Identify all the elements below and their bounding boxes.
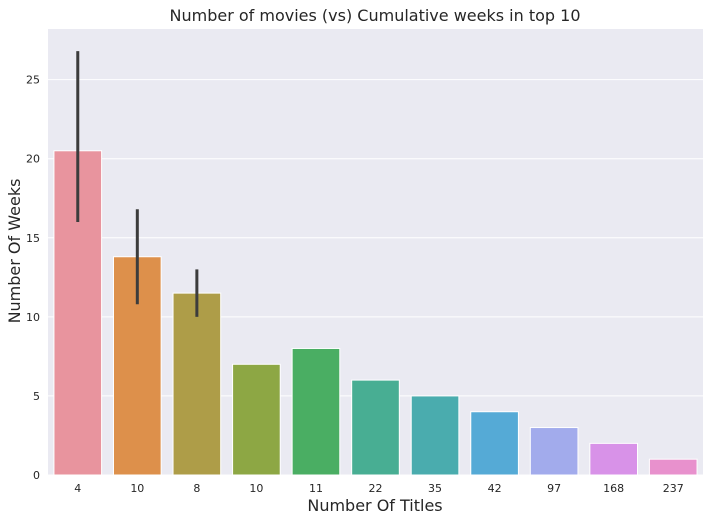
- x-tick-label: 4: [74, 482, 81, 495]
- y-axis-title: Number Of Weeks: [5, 179, 24, 324]
- y-tick-label: 25: [26, 74, 40, 87]
- bar-2: [172, 292, 222, 476]
- x-axis-title: Number Of Titles: [307, 496, 442, 515]
- x-tick-label: 10: [130, 482, 144, 495]
- y-tick-label: 0: [33, 469, 40, 482]
- x-tick-label: 237: [663, 482, 684, 495]
- x-tick-label: 168: [603, 482, 624, 495]
- bar-10: [648, 458, 698, 476]
- y-tick-label: 10: [26, 311, 40, 324]
- x-tick-label: 11: [309, 482, 323, 495]
- bar-8: [529, 427, 579, 476]
- y-tick-label: 20: [26, 153, 40, 166]
- x-tick-labels: 4 10 8 10 11 22 35 42 97 168 237: [74, 482, 683, 495]
- bar-7: [470, 411, 519, 476]
- x-tick-label: 22: [369, 482, 383, 495]
- y-tick-labels: 0 5 10 15 20 25: [26, 74, 40, 482]
- x-tick-label: 97: [547, 482, 561, 495]
- bar-5: [351, 379, 400, 476]
- y-tick-label: 5: [33, 390, 40, 403]
- bar-9: [589, 442, 639, 476]
- chart-title: Number of movies (vs) Cumulative weeks i…: [170, 6, 581, 25]
- x-tick-label: 42: [488, 482, 502, 495]
- x-tick-label: 35: [428, 482, 442, 495]
- bar-3: [232, 363, 281, 476]
- bar-4: [291, 347, 341, 476]
- x-tick-label: 10: [249, 482, 263, 495]
- y-tick-label: 15: [26, 232, 40, 245]
- x-tick-label: 8: [193, 482, 200, 495]
- error-bars: [76, 51, 199, 317]
- bar-6: [410, 395, 460, 476]
